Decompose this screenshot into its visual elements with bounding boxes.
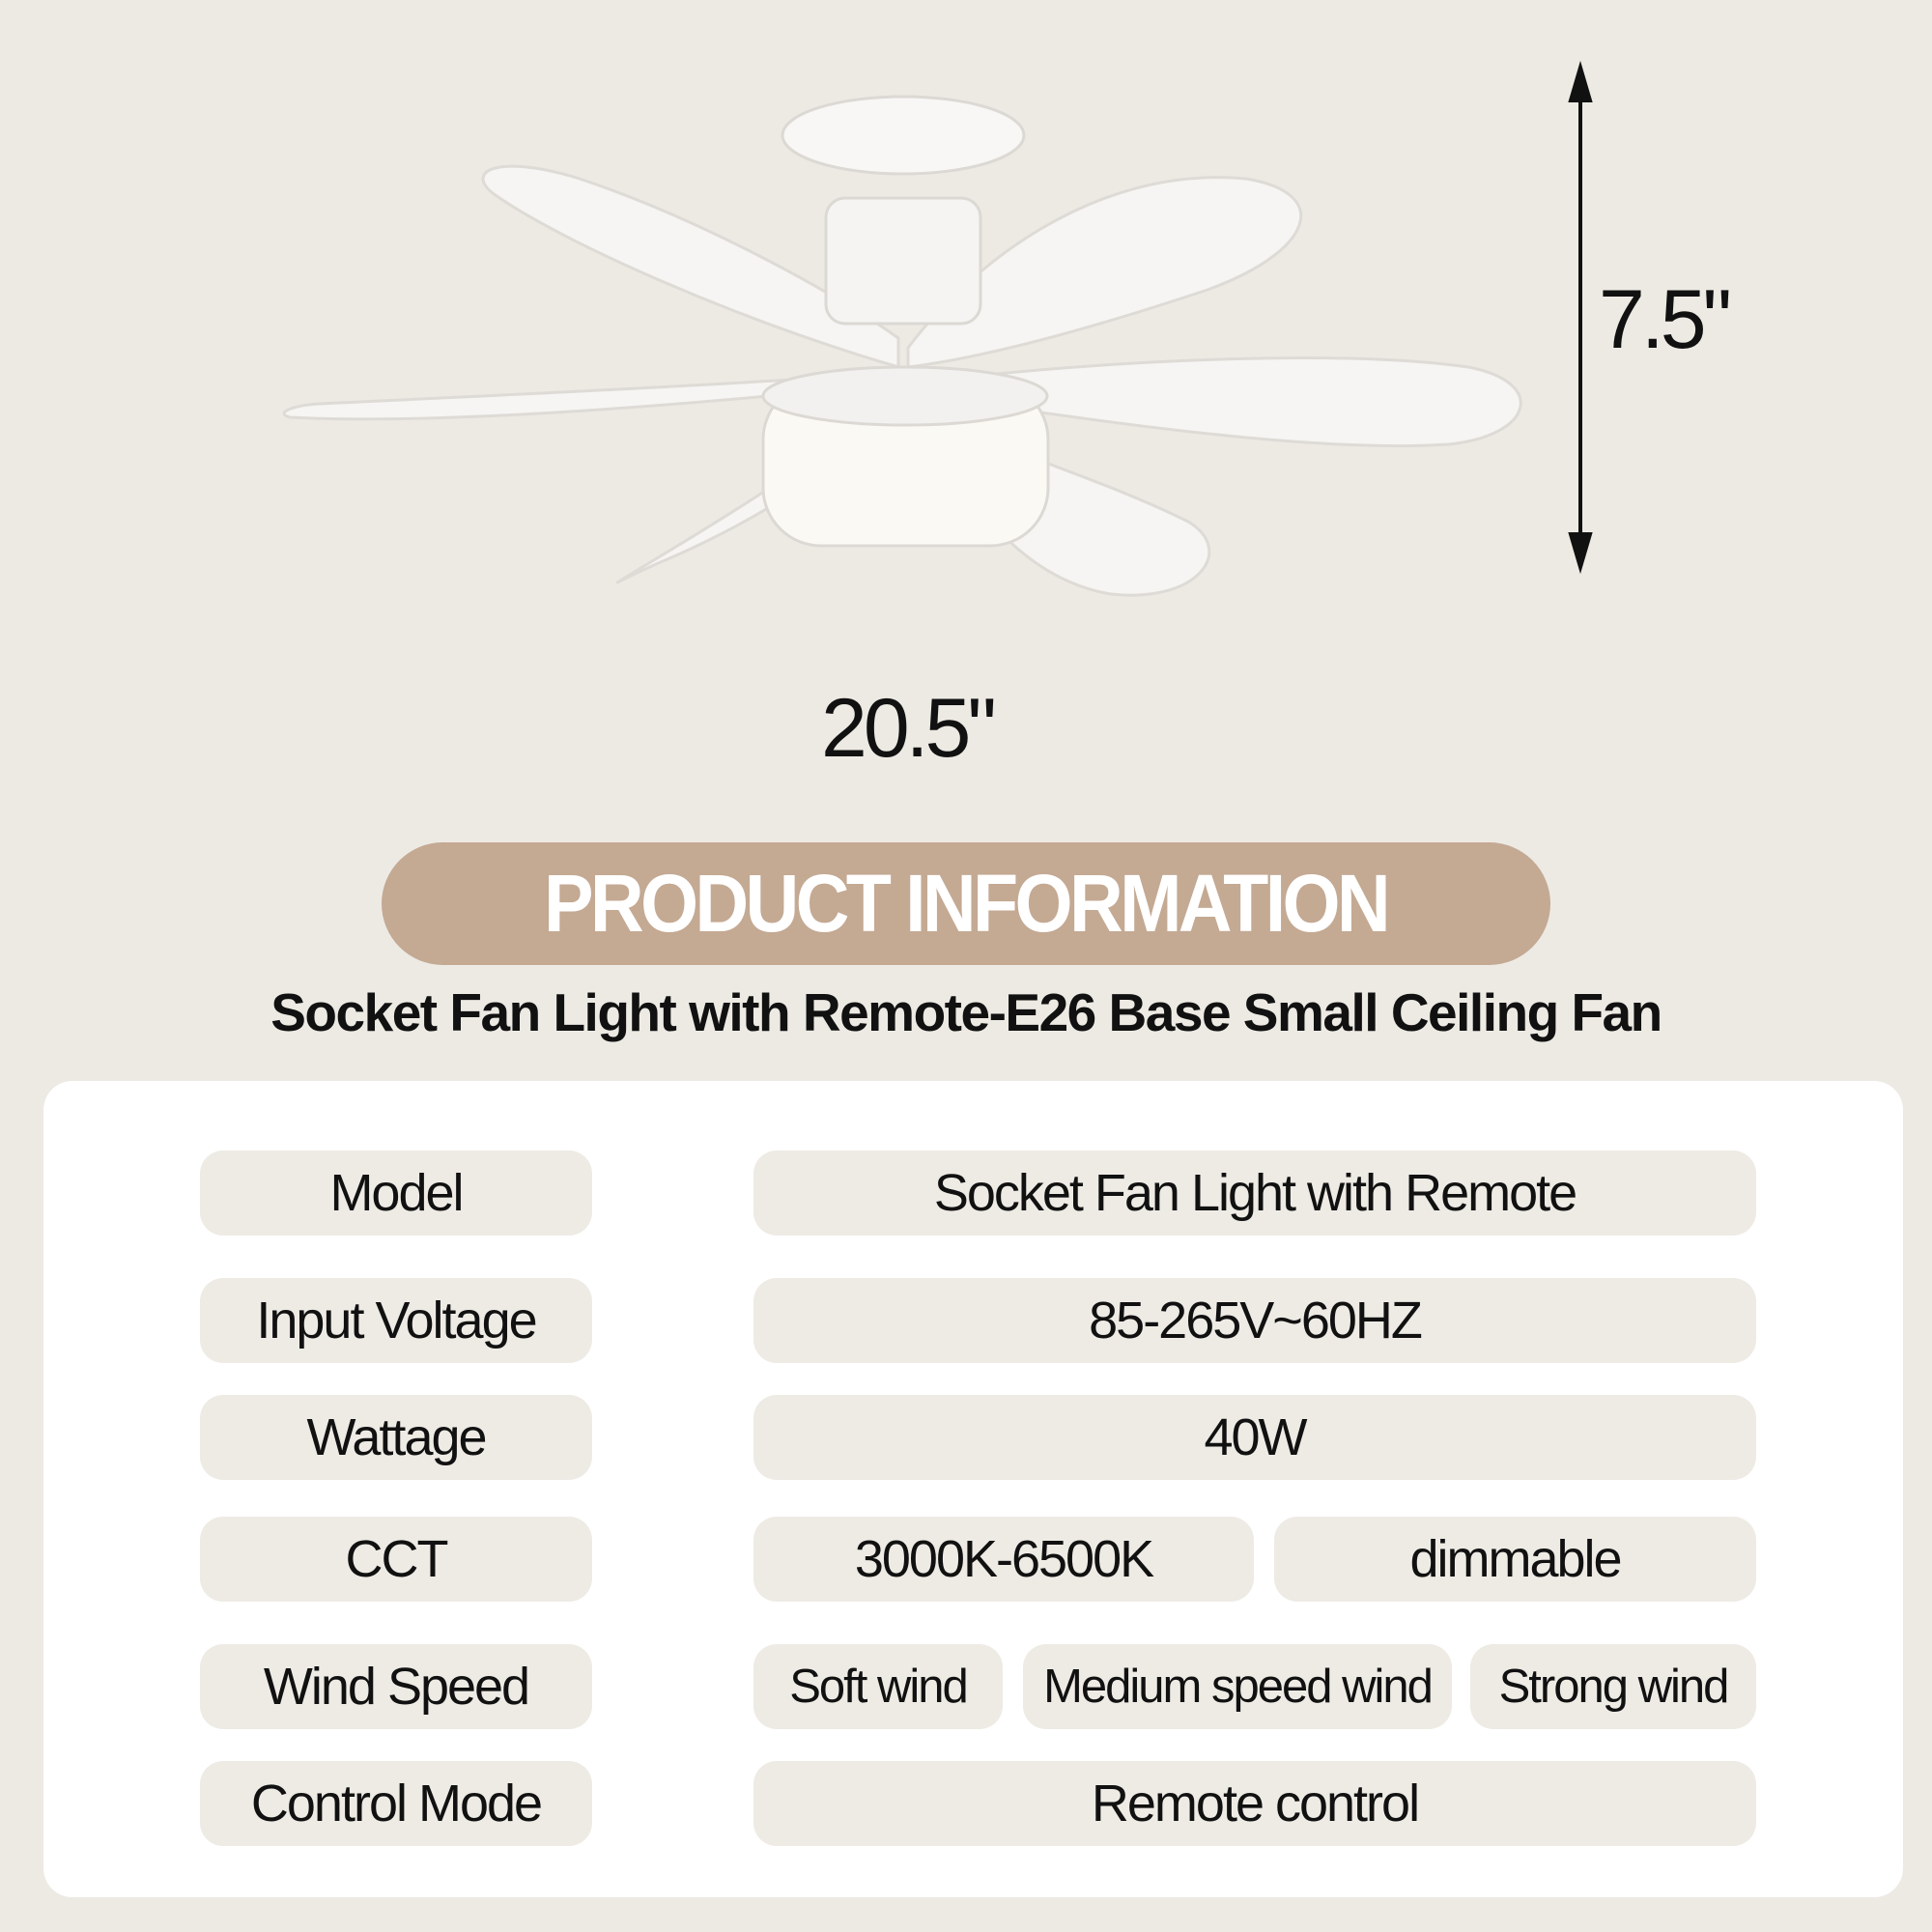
spec-value-wattage: 40W bbox=[753, 1395, 1756, 1480]
ceiling-fan-image bbox=[282, 60, 1593, 597]
fan-blade bbox=[282, 373, 871, 421]
height-label: 7.5" bbox=[1599, 273, 1732, 366]
spec-value-model: Socket Fan Light with Remote bbox=[753, 1151, 1756, 1236]
spec-label-control: Control Mode bbox=[200, 1761, 592, 1846]
spec-value-voltage: 85-265V~60HZ bbox=[753, 1278, 1756, 1363]
spec-value-wind-strong: Strong wind bbox=[1470, 1644, 1756, 1729]
spec-value-wind-medium: Medium speed wind bbox=[1023, 1644, 1452, 1729]
spec-label-cct: CCT bbox=[200, 1517, 592, 1602]
banner-title: PRODUCT INFORMATION bbox=[544, 858, 1391, 949]
spec-value-wind-soft: Soft wind bbox=[753, 1644, 1003, 1729]
spec-value-cct-range: 3000K-6500K bbox=[753, 1517, 1254, 1602]
height-dimension-arrow bbox=[1568, 60, 1593, 575]
spec-value-cct-dimmable: dimmable bbox=[1274, 1517, 1756, 1602]
fan-blade bbox=[906, 176, 1303, 369]
spec-value-control: Remote control bbox=[753, 1761, 1756, 1846]
width-label: 20.5" bbox=[821, 682, 997, 775]
spec-label-wattage: Wattage bbox=[200, 1395, 592, 1480]
spec-label-model: Model bbox=[200, 1151, 592, 1236]
downrod bbox=[824, 196, 982, 326]
fan-blade bbox=[481, 164, 900, 370]
spec-label-wind: Wind Speed bbox=[200, 1644, 592, 1729]
product-subtitle: Socket Fan Light with Remote-E26 Base Sm… bbox=[270, 982, 1662, 1042]
spec-label-voltage: Input Voltage bbox=[200, 1278, 592, 1363]
canopy bbox=[781, 95, 1026, 176]
fan-blade bbox=[925, 356, 1522, 448]
product-information-banner: PRODUCT INFORMATION bbox=[382, 842, 1550, 965]
